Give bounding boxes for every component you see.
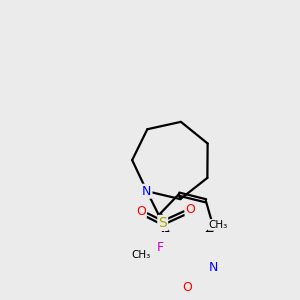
- Text: N: N: [208, 260, 218, 274]
- Text: O: O: [182, 281, 192, 294]
- Text: CH₃: CH₃: [208, 220, 228, 230]
- Text: CH₃: CH₃: [131, 250, 150, 260]
- Text: N: N: [142, 185, 152, 198]
- Text: O: O: [185, 202, 195, 215]
- Text: S: S: [158, 216, 167, 230]
- Text: F: F: [157, 242, 164, 254]
- Text: O: O: [136, 205, 146, 218]
